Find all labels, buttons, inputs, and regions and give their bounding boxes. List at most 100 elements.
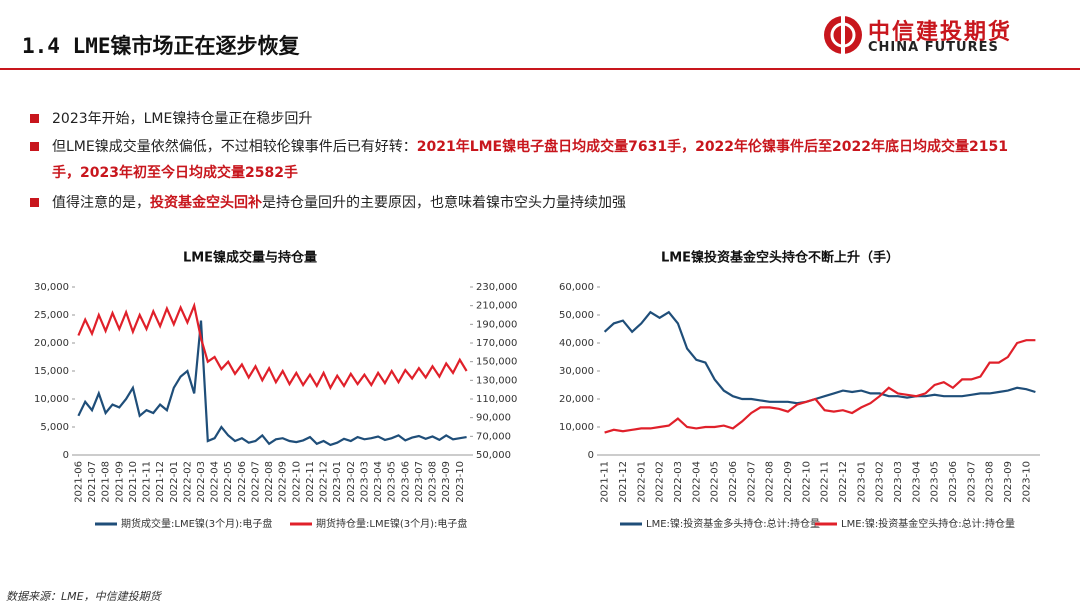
x-tick-label: 2021-06 [73, 461, 84, 503]
legend-label: LME:镍:投资基金多头持仓:总计:持仓量 [646, 517, 820, 530]
bullet-marker [30, 198, 39, 207]
x-tick-label: 2022-06 [237, 461, 248, 503]
bullet: 2023年开始，LME镍持仓量正在稳步回升 [30, 106, 1030, 132]
text-run: 是持仓量回升的主要原因，也意味着镍市空头力量持续加强 [262, 195, 626, 211]
x-tick-label: 2022-03 [196, 461, 207, 503]
x-tick-label: 2022-04 [210, 461, 221, 503]
x-tick-label: 2021-11 [600, 461, 611, 503]
y-tick-label: 40,000 [559, 338, 594, 349]
bullet-text: 但LME镍成交量依然偏低，不过相较伦镍事件后已有好转：2021年LME镍电子盘日… [52, 134, 1030, 186]
source-note: 数据来源：LME，中信建投期货 [6, 590, 161, 603]
text-run: 但LME镍成交量依然偏低，不过相较伦镍事件后已有好转： [52, 139, 417, 155]
text-run: 2023年开始，LME镍持仓量正在稳步回升 [52, 111, 313, 127]
logo-text-en: CHINA FUTURES [868, 40, 999, 55]
y2-tick-label: 230,000 [476, 282, 517, 293]
x-tick-label: 2021-10 [128, 461, 139, 503]
x-tick-label: 2022-01 [636, 461, 647, 503]
x-tick-label: 2023-05 [930, 461, 941, 503]
series-line [603, 310, 1036, 405]
x-tick-label: 2022-12 [319, 461, 330, 503]
chart: LME镍成交量与持仓量 0 5,000 10,000 15,000 20,000 25,00… [34, 250, 517, 531]
x-tick-label: 2022-10 [291, 461, 302, 503]
text-run: 2021年LME镍电子盘日均成交量7631手，2022年伦镍事件后至2022年底… [52, 139, 1008, 181]
y2-tick-label: 150,000 [476, 357, 517, 368]
x-tick-label: 2023-07 [966, 461, 977, 503]
x-tick-label: 2023-10 [455, 461, 466, 503]
x-tick-label: 2023-02 [346, 461, 357, 503]
x-tick-label: 2022-05 [223, 461, 234, 503]
series-line [77, 301, 468, 391]
y2-tick-label: 50,000 [476, 450, 511, 461]
x-tick-label: 2022-10 [801, 461, 812, 503]
chart-title: LME镍投资基金空头持仓不断上升（手） [661, 250, 899, 266]
y-tick-label: 25,000 [34, 310, 69, 321]
x-tick-label: 2023-06 [948, 461, 959, 503]
text-run: 值得注意的是， [52, 195, 150, 211]
x-tick-label: 2022-08 [264, 461, 275, 503]
y-tick-label: 5,000 [40, 422, 69, 433]
x-tick-label: 2023-03 [359, 461, 370, 503]
y2-tick-label: 70,000 [476, 431, 511, 442]
y-tick-label: 20,000 [559, 394, 594, 405]
slide-title: 1.4 LME镍市场正在逐步恢复 [22, 34, 300, 58]
y-tick-label: 30,000 [559, 366, 594, 377]
x-tick-label: 2022-09 [278, 461, 289, 503]
legend-label: 期货成交量:LME镍(3个月):电子盘 [121, 517, 272, 530]
x-tick-label: 2022-09 [783, 461, 794, 503]
text-run: 投资基金空头回补 [150, 195, 262, 211]
y-tick-label: 15,000 [34, 366, 69, 377]
y-tick-label: 0 [588, 450, 594, 461]
y2-tick-label: 190,000 [476, 319, 517, 330]
x-tick-label: 2023-05 [387, 461, 398, 503]
y2-tick-label: 170,000 [476, 338, 517, 349]
legend-label: 期货持仓量:LME镍(3个月):电子盘 [316, 517, 467, 530]
x-tick-label: 2023-08 [985, 461, 996, 503]
x-tick-label: 2023-04 [373, 461, 384, 503]
x-tick-label: 2022-12 [838, 461, 849, 503]
x-tick-label: 2021-08 [101, 461, 112, 503]
y2-tick-label: 90,000 [476, 413, 511, 424]
x-tick-label: 2022-06 [728, 461, 739, 503]
y2-tick-label: 210,000 [476, 301, 517, 312]
x-tick-label: 2022-01 [169, 461, 180, 503]
x-tick-label: 2022-04 [691, 461, 702, 503]
x-tick-label: 2023-03 [893, 461, 904, 503]
chart-title: LME镍成交量与持仓量 [183, 250, 317, 266]
x-tick-label: 2022-05 [710, 461, 721, 503]
y-tick-label: 10,000 [559, 422, 594, 433]
x-tick-label: 2023-08 [428, 461, 439, 503]
x-tick-label: 2021-11 [142, 461, 153, 503]
series-line [77, 320, 467, 447]
bullet: 值得注意的是，投资基金空头回补是持仓量回升的主要原因，也意味着镍市空头力量持续加… [30, 190, 1030, 216]
bullet-text: 值得注意的是，投资基金空头回补是持仓量回升的主要原因，也意味着镍市空头力量持续加… [52, 190, 1030, 216]
bullet-marker [30, 114, 39, 123]
x-tick-label: 2023-10 [1021, 461, 1032, 503]
x-tick-label: 2021-07 [87, 461, 98, 503]
y-tick-label: 30,000 [34, 282, 69, 293]
logo-text: 中信建投期货 [868, 20, 1013, 45]
y-tick-label: 0 [63, 450, 69, 461]
bullet-text: 2023年开始，LME镍持仓量正在稳步回升 [52, 106, 1030, 132]
legend-label: LME:镍:投资基金空头持仓:总计:持仓量 [841, 517, 1015, 530]
chart: LME镍投资基金空头持仓不断上升（手） 0 10,000 20,000 30,000 40… [559, 250, 1040, 530]
bullet: 但LME镍成交量依然偏低，不过相较伦镍事件后已有好转：2021年LME镍电子盘日… [30, 134, 1030, 186]
x-tick-label: 2023-06 [400, 461, 411, 503]
x-tick-label: 2023-09 [1003, 461, 1014, 503]
x-tick-label: 2022-08 [765, 461, 776, 503]
x-tick-label: 2022-02 [182, 461, 193, 503]
y-tick-label: 20,000 [34, 338, 69, 349]
x-tick-label: 2022-11 [820, 461, 831, 503]
x-tick-label: 2021-12 [155, 461, 166, 503]
x-tick-label: 2023-01 [856, 461, 867, 503]
bullet-marker [30, 142, 39, 151]
x-tick-label: 2023-02 [875, 461, 886, 503]
y-tick-label: 10,000 [34, 394, 69, 405]
y2-tick-label: 110,000 [476, 394, 517, 405]
x-tick-label: 2022-11 [305, 461, 316, 503]
y2-tick-label: 130,000 [476, 375, 517, 386]
y-tick-label: 60,000 [559, 282, 594, 293]
x-tick-label: 2022-02 [655, 461, 666, 503]
x-tick-label: 2023-04 [911, 461, 922, 503]
x-tick-label: 2022-07 [746, 461, 757, 503]
